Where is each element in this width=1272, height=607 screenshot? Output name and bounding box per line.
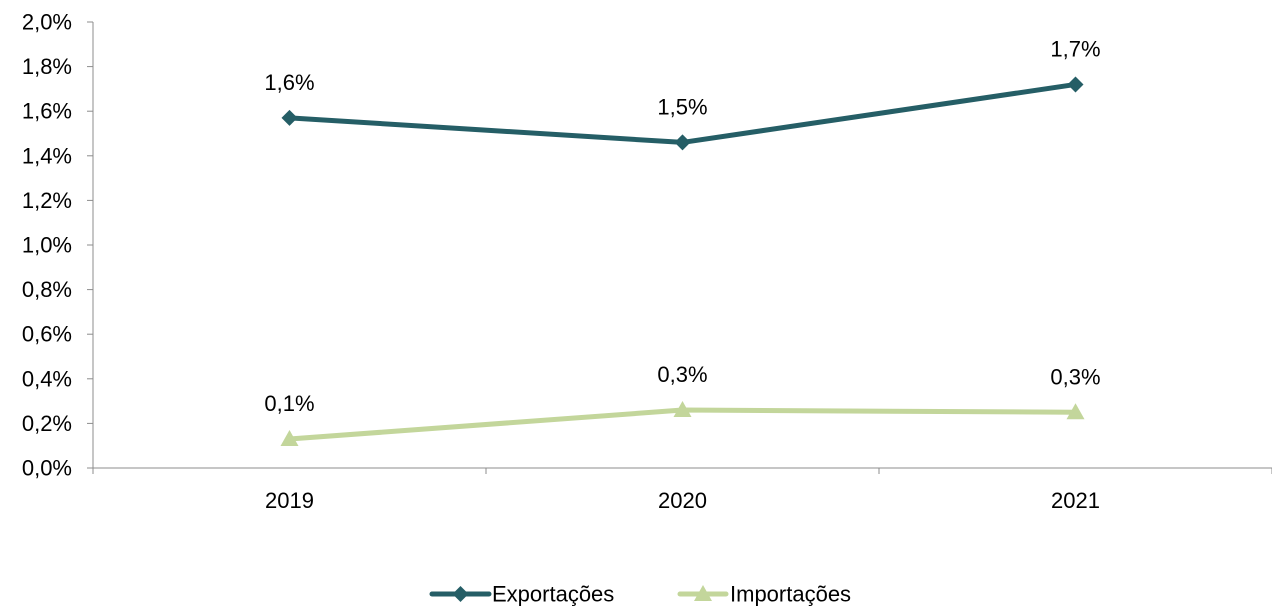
y-axis-ticks: 0,0% 0,2% 0,4% 0,6% 0,8% 1,0% 1,2% 1,4% 1,6% 1,8%… bbox=[22, 10, 93, 481]
legend-label: Importações bbox=[730, 582, 851, 607]
legend-label: Exportações bbox=[492, 582, 614, 607]
data-point-marker bbox=[1066, 403, 1085, 420]
y-tick-label: 1,4% bbox=[22, 143, 72, 168]
data-label: 0,3% bbox=[657, 362, 707, 387]
legend-swatch-marker bbox=[452, 586, 469, 602]
series-exportações: 1,6% 1,5% 1,7% bbox=[264, 36, 1101, 151]
y-tick-label: 2,0% bbox=[22, 10, 72, 35]
y-tick-label: 0,2% bbox=[22, 411, 72, 436]
x-axis-ticks: 2019 2020 2021 bbox=[92, 468, 1272, 513]
legend-item-exportações: Exportações bbox=[429, 582, 614, 607]
data-label: 1,5% bbox=[657, 94, 707, 119]
legend-swatch-marker bbox=[694, 585, 712, 601]
data-point-marker bbox=[1067, 76, 1084, 93]
data-point-marker bbox=[280, 430, 299, 447]
data-label: 0,3% bbox=[1050, 364, 1100, 389]
legend: Exportações Importações bbox=[429, 582, 851, 607]
y-tick-label: 0,6% bbox=[22, 322, 72, 347]
y-tick-label: 0,4% bbox=[22, 366, 72, 391]
legend-item-importações: Importações bbox=[677, 582, 851, 607]
y-tick-label: 1,2% bbox=[22, 188, 72, 213]
series-layer: 1,6% 1,5% 1,7% 0,1% 0,3% 0,3% bbox=[264, 36, 1101, 447]
data-label: 0,1% bbox=[264, 391, 314, 416]
data-label: 1,6% bbox=[264, 70, 314, 95]
x-tick-label: 2021 bbox=[1051, 488, 1100, 513]
data-point-marker bbox=[674, 134, 691, 151]
data-label: 1,7% bbox=[1050, 36, 1100, 61]
x-tick-label: 2019 bbox=[265, 488, 314, 513]
y-tick-label: 1,8% bbox=[22, 54, 72, 79]
y-tick-label: 1,6% bbox=[22, 99, 72, 124]
y-tick-label: 0,8% bbox=[22, 277, 72, 302]
y-tick-label: 1,0% bbox=[22, 233, 72, 258]
series-importações: 0,1% 0,3% 0,3% bbox=[264, 362, 1101, 447]
data-point-marker bbox=[281, 109, 298, 126]
data-point-marker bbox=[673, 401, 692, 418]
y-tick-label: 0,0% bbox=[22, 456, 72, 481]
x-tick-label: 2020 bbox=[658, 488, 707, 513]
